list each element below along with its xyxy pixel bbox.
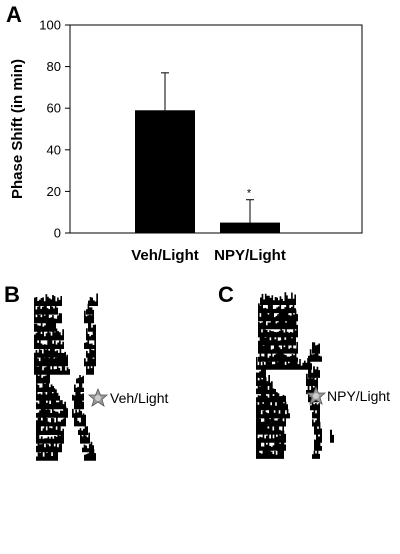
- activity-trace: [256, 446, 284, 459]
- actogram-npy: [256, 292, 334, 459]
- activity-trace: [34, 353, 68, 367]
- actogram-veh: [34, 293, 98, 461]
- y-tick-label: 80: [47, 59, 61, 74]
- panel-label-c: C: [218, 282, 234, 307]
- activity-trace: [74, 413, 86, 427]
- activity-trace: [78, 426, 88, 435]
- y-tick-label: 0: [54, 226, 61, 241]
- activity-trace: [258, 316, 298, 330]
- activity-trace: [74, 397, 84, 410]
- activity-trace: [260, 292, 296, 305]
- y-tick-label: 60: [47, 101, 61, 116]
- activity-trace: [34, 319, 56, 332]
- activity-trace: [308, 349, 322, 362]
- light-pulse-icon-veh: [87, 387, 109, 407]
- activity-trace: [72, 387, 84, 401]
- activity-trace: [34, 294, 62, 306]
- activity-trace: [258, 349, 298, 362]
- activity-trace: [256, 429, 286, 443]
- activity-trace: [34, 327, 64, 341]
- activity-trace: [34, 361, 70, 375]
- plot-area: [69, 24, 363, 234]
- y-tick-label: 40: [47, 142, 61, 157]
- actogram-label-veh: Veh/Light: [110, 390, 168, 406]
- activity-trace: [36, 448, 58, 461]
- activity-trace: [34, 310, 62, 324]
- significance-marker: *: [247, 188, 252, 200]
- activity-trace: [84, 448, 96, 461]
- y-tick-label: 20: [47, 184, 61, 199]
- light-pulse-icon-npy: [305, 385, 327, 405]
- activity-trace: [258, 324, 298, 338]
- activity-trace: [84, 337, 96, 349]
- activity-trace: [36, 405, 68, 418]
- activity-trace: [314, 438, 322, 451]
- activity-trace: [82, 441, 94, 453]
- activity-trace: [258, 340, 298, 354]
- activity-trace: [84, 310, 94, 324]
- actogram-label-npy: NPY/Light: [327, 388, 390, 404]
- bar-chart: 0 20 40 60 80 100 * Veh/Light NPY/Light Phase …: [9, 18, 363, 264]
- activity-trace: [312, 414, 320, 427]
- activity-trace: [80, 432, 90, 444]
- panel-label-b: B: [4, 282, 20, 307]
- activity-trace: [36, 396, 66, 410]
- activity-trace: [256, 367, 266, 378]
- activity-trace: [86, 362, 94, 375]
- category-label: NPY/Light: [214, 247, 286, 264]
- y-axis-title: Phase Shift (in min): [9, 59, 26, 199]
- panel-label-a: A: [6, 2, 22, 27]
- activity-trace: [256, 357, 312, 370]
- activity-trace: [88, 293, 98, 306]
- activity-trace: [74, 380, 84, 392]
- activity-trace: [256, 438, 286, 451]
- activity-trace: [312, 449, 320, 459]
- bar-npy-light: [220, 222, 280, 233]
- activity-trace: [256, 397, 288, 411]
- activity-trace: [256, 421, 284, 435]
- activity-trace: [34, 301, 58, 315]
- activity-trace: [34, 337, 64, 349]
- activity-trace: [258, 332, 296, 346]
- category-label: Veh/Light: [131, 247, 199, 264]
- activity-trace: [88, 322, 96, 332]
- activity-trace: [36, 422, 64, 435]
- activity-trace: [36, 440, 62, 453]
- y-tick-label: 100: [39, 18, 61, 33]
- activity-trace: [86, 328, 96, 341]
- activity-trace: [256, 391, 286, 403]
- activity-trace: [86, 303, 94, 315]
- bar-veh-light: [135, 110, 195, 233]
- activity-trace: [36, 371, 50, 384]
- activity-trace: [330, 429, 334, 443]
- activity-trace: [36, 416, 66, 427]
- activity-trace: [256, 381, 276, 395]
